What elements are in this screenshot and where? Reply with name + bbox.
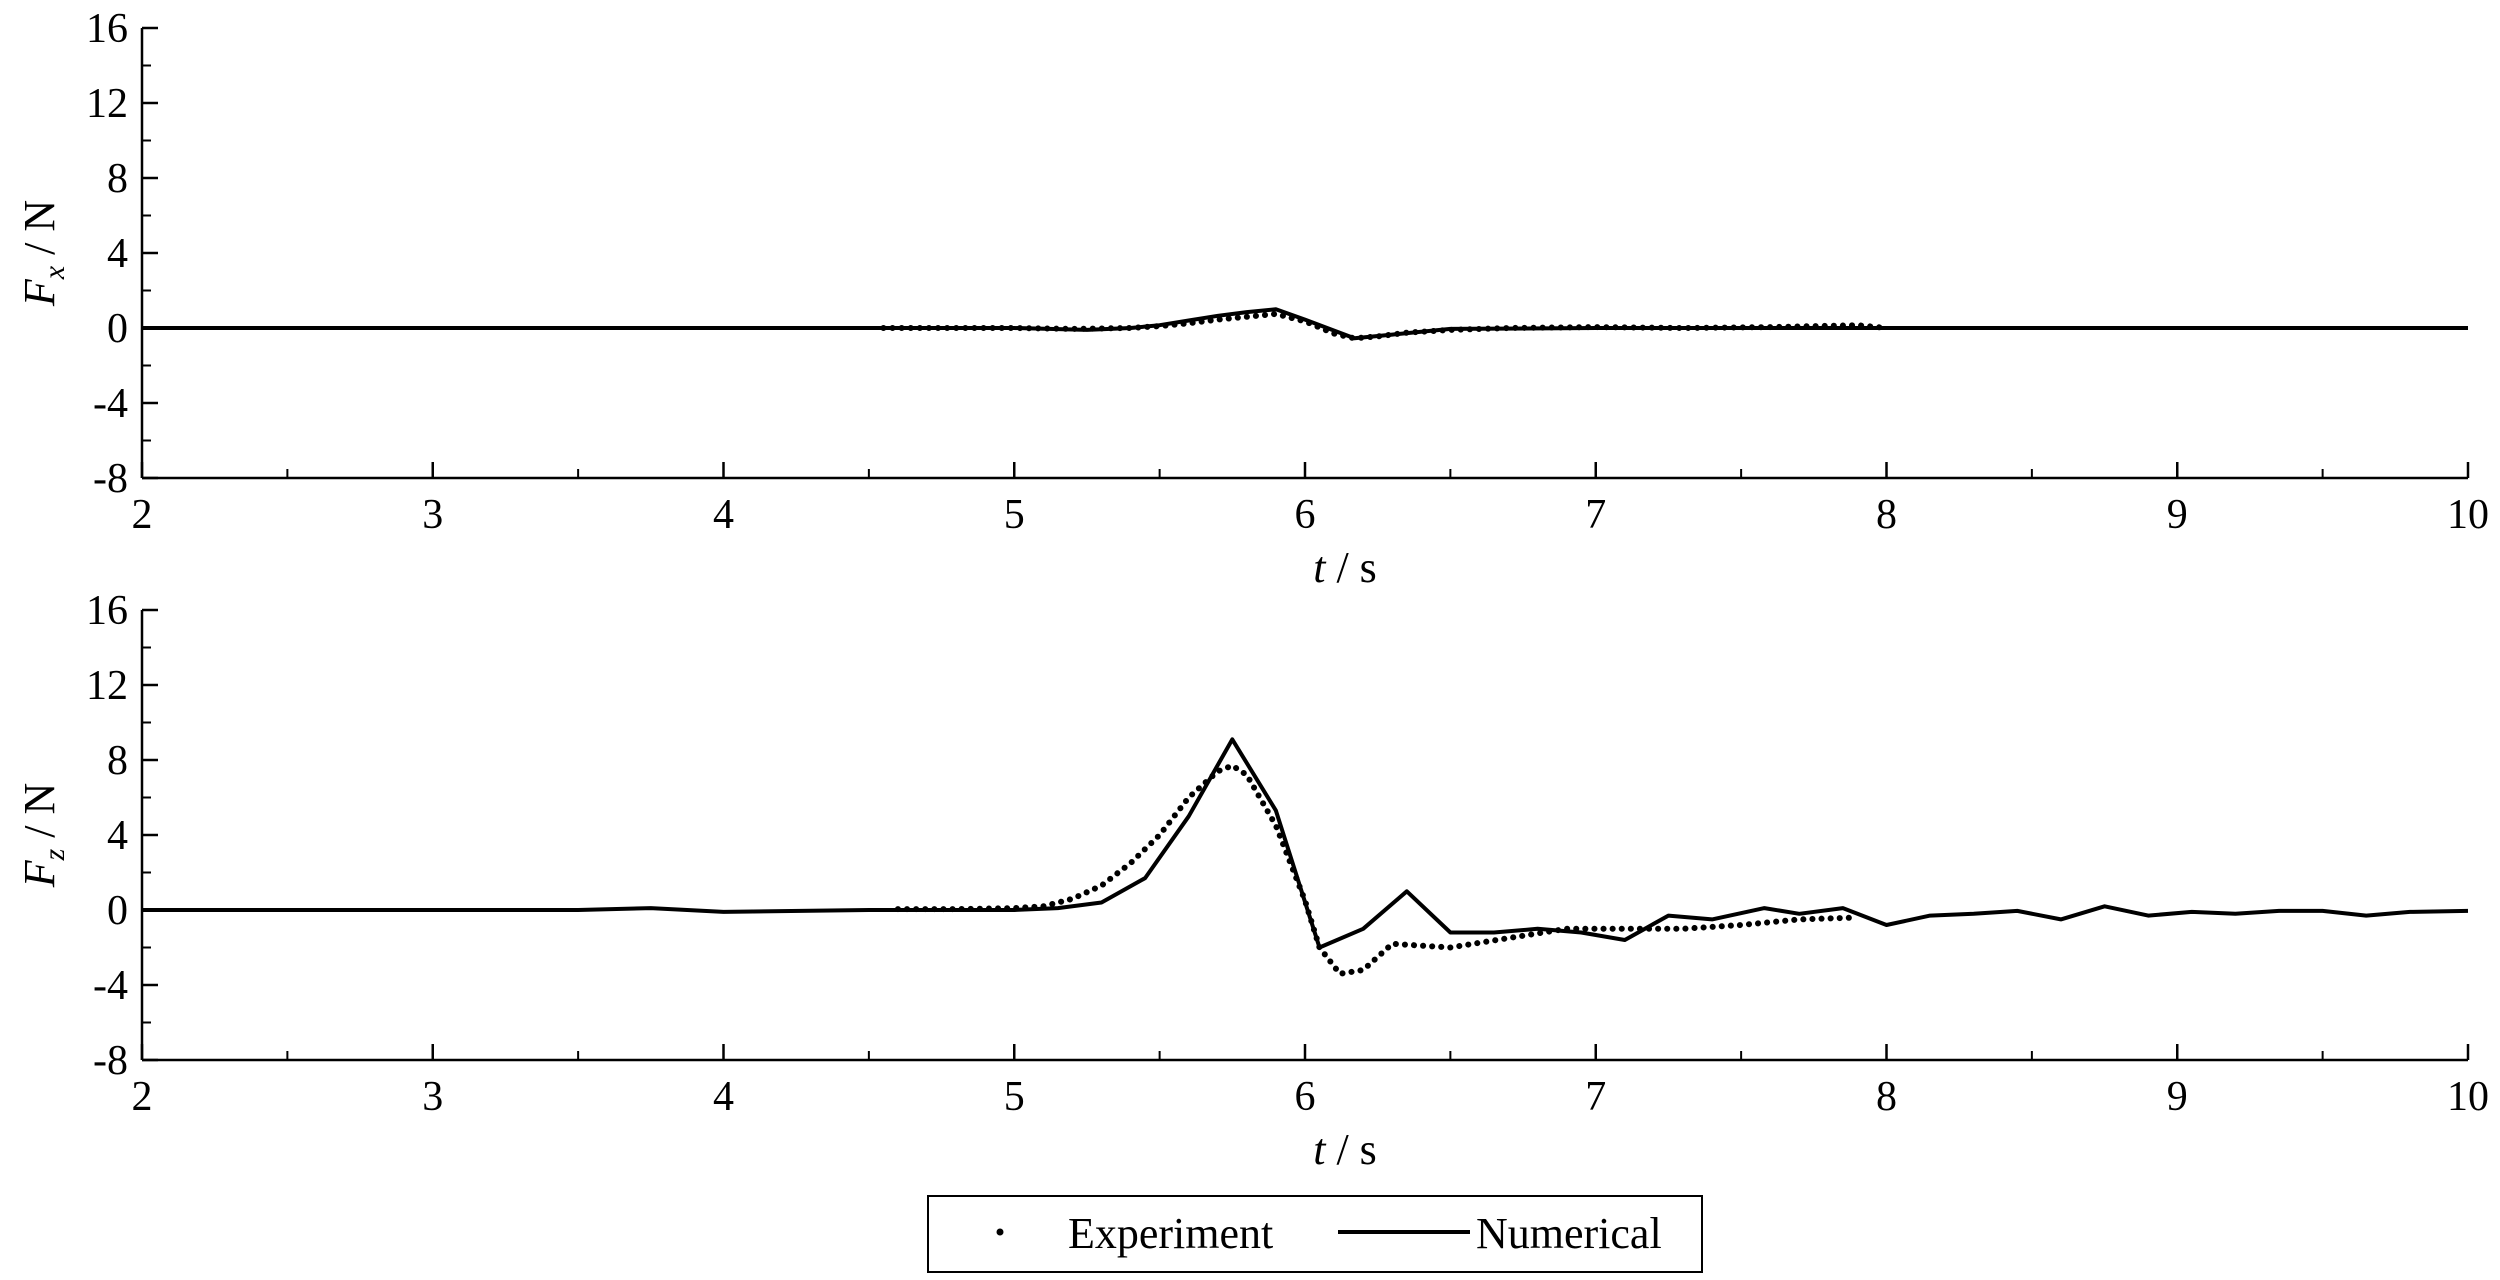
y-tick-label: -8: [93, 1038, 128, 1084]
x-tick-label: 6: [1295, 492, 1316, 538]
y-tick-label: 0: [107, 888, 128, 934]
y-tick-label: 4: [107, 231, 128, 277]
legend: Experiment Numerical: [927, 1195, 1703, 1273]
y-tick-label: 8: [107, 738, 128, 784]
y-tick-label: 8: [107, 156, 128, 202]
y-tick-label: -4: [93, 963, 128, 1009]
legend-label-numerical: Numerical: [1476, 1209, 1662, 1258]
panel-top: 16 12 8 4 0 -4 -82 3 4 5 6 7 8 9 10 t / s Fx / N: [15, 6, 2489, 592]
series-numerical-line: [142, 737, 2469, 950]
y-tick-label: 16: [86, 588, 128, 634]
x-tick-label: 9: [2167, 1074, 2188, 1120]
y-tick-label: -8: [93, 456, 128, 502]
x-tick-label: 6: [1295, 1074, 1316, 1120]
y-tick-label: 16: [86, 6, 128, 52]
x-axis-unit: / s: [1325, 1125, 1376, 1174]
y-axis-subscript: z: [38, 848, 71, 861]
x-tick-label: 2: [132, 1074, 153, 1120]
x-tick-label: 10: [2447, 492, 2489, 538]
y-axis-unit: / N: [15, 783, 64, 849]
x-tick-label: 8: [1876, 492, 1897, 538]
x-axis-title: t / s: [1313, 1125, 1377, 1174]
legend-box: [927, 1195, 1703, 1273]
y-tick-label: 12: [86, 663, 128, 709]
series-experiment-line: [894, 762, 1861, 977]
x-axis-symbol: t: [1313, 543, 1327, 592]
y-axis-title: Fx / N: [15, 200, 71, 307]
y-axis-symbol: F: [15, 278, 64, 307]
x-tick-label: 9: [2167, 492, 2188, 538]
panel-bottom: 16 12 8 4 0 -4 -82 3 4 5 6 7 8 9 10 t / s Fz / N: [15, 588, 2489, 1174]
x-tick-label: 7: [1585, 1074, 1606, 1120]
x-tick-label: 10: [2447, 1074, 2489, 1120]
legend-label-experiment: Experiment: [1068, 1209, 1273, 1258]
y-tick-label: 0: [107, 306, 128, 352]
y-tick-label: 4: [107, 813, 128, 859]
x-tick-label: 5: [1004, 1074, 1025, 1120]
y-axis-subscript: x: [38, 265, 71, 280]
x-tick-label: 3: [422, 1074, 443, 1120]
x-tick-label: 7: [1585, 492, 1606, 538]
x-axis-title: t / s: [1313, 543, 1377, 592]
x-tick-label: 2: [132, 492, 153, 538]
x-tick-label: 5: [1004, 492, 1025, 538]
x-tick-label: 3: [422, 492, 443, 538]
y-axis-title: Fz / N: [15, 783, 71, 889]
x-tick-label: 8: [1876, 1074, 1897, 1120]
y-axis-unit: / N: [15, 200, 64, 266]
x-axis-symbol: t: [1313, 1125, 1327, 1174]
x-tick-label: 4: [713, 1074, 734, 1120]
y-axis-symbol: F: [15, 859, 64, 888]
x-tick-label: 4: [713, 492, 734, 538]
x-axis-unit: / s: [1325, 543, 1376, 592]
legend-marker-experiment: [996, 1228, 1004, 1236]
y-tick-label: -4: [93, 381, 128, 427]
y-tick-label: 12: [86, 81, 128, 127]
series-numerical-line: [142, 307, 2468, 341]
